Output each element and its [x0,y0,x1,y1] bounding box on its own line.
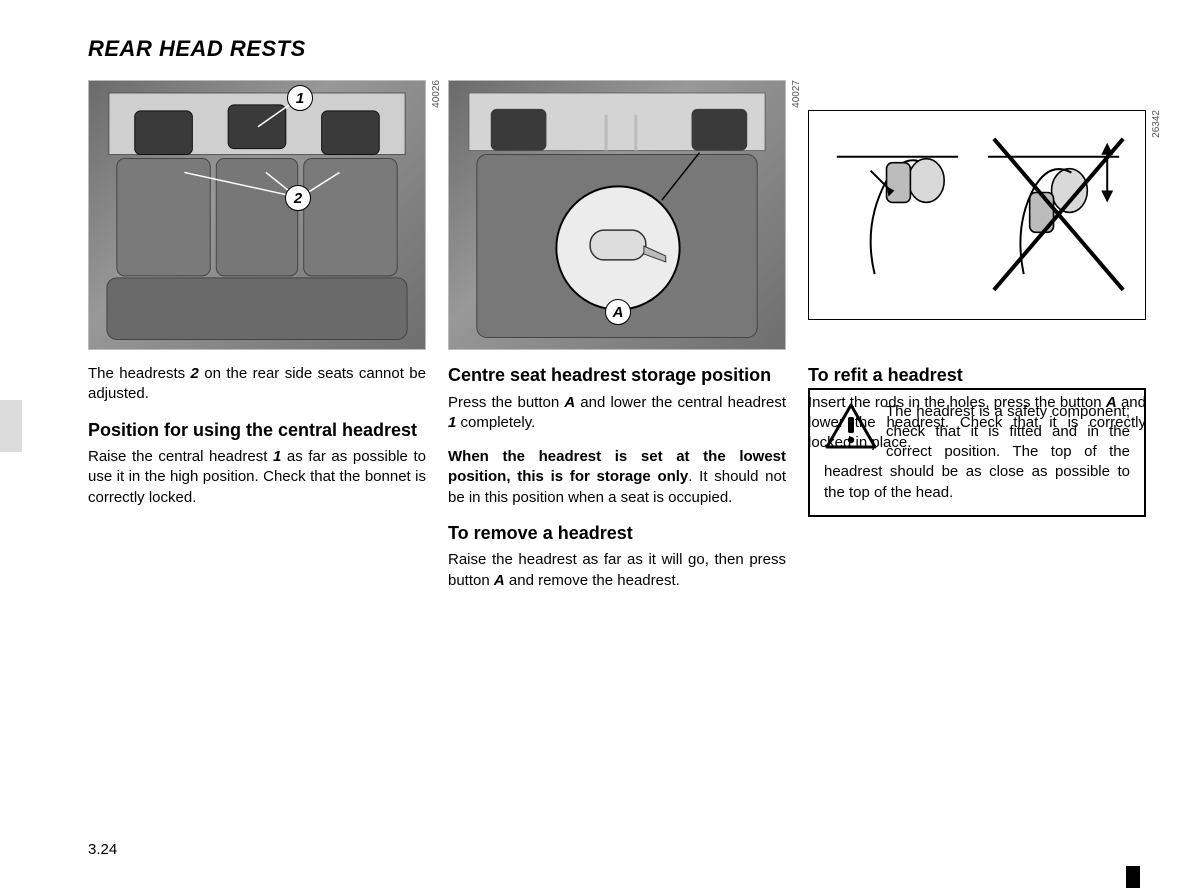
figure-id-1: 40026 [431,80,442,108]
column-layout: 1 2 40026 The headrests 2 on the rear si… [88,80,1146,605]
column-3: 26342 To refit a headrest Insert the rod… [808,80,1146,605]
photo-rear-seats: 1 2 [88,80,426,350]
page-title: REAR HEAD RESTS [88,36,1146,62]
text: Press the button [448,394,564,411]
column-2: A 40027 Centre seat headrest storage pos… [448,80,786,605]
column-1: 1 2 40026 The headrests 2 on the rear si… [88,80,426,605]
col1-heading: Position for using the central headrest [88,419,426,442]
text: and remove the headrest. [505,572,680,589]
ref-a2: A [494,572,505,589]
text: Raise the central headrest [88,448,273,465]
col2-heading-2: To remove a headrest [448,522,786,545]
col3-heading: To refit a headrest [808,364,1146,387]
col2-para-3: Raise the headrest as far as it will go,… [448,550,786,591]
crop-mark [1126,866,1140,888]
col1-intro: The headrests 2 on the rear side seats c… [88,364,426,405]
page-number: 3.24 [88,841,117,858]
figure-safety-diagram: 26342 [808,110,1146,320]
ref-2: 2 [191,365,199,382]
text: and lower the central headrest [575,394,786,411]
warning-box: The headrest is a safety component; chec… [808,388,1146,517]
figure-rear-seats: 1 2 40026 [88,80,426,350]
photo-button-a: A [448,80,786,350]
callout-2: 2 [285,185,311,211]
col2-heading-1: Centre seat headrest storage position [448,364,786,387]
figure-id-2: 40027 [791,80,802,108]
ref-a: A [564,394,575,411]
manual-page: REAR HEAD RESTS [0,0,1200,888]
col2-para-2: When the headrest is set at the lowest p… [448,447,786,508]
text: The headrests [88,365,191,382]
warning-icon [824,402,878,450]
col1-para: Raise the central headrest 1 as far as p… [88,447,426,508]
figure-id-3: 26342 [1151,110,1162,138]
col2-para-1: Press the button A and lower the central… [448,393,786,434]
safety-diagram-svg [809,111,1145,320]
callout-a: A [605,299,631,325]
diagram-headrest-position [808,110,1146,320]
seat-illustration [89,81,425,349]
callout-1: 1 [287,85,313,111]
figure-button-a: A 40027 [448,80,786,350]
text: completely. [456,414,535,431]
